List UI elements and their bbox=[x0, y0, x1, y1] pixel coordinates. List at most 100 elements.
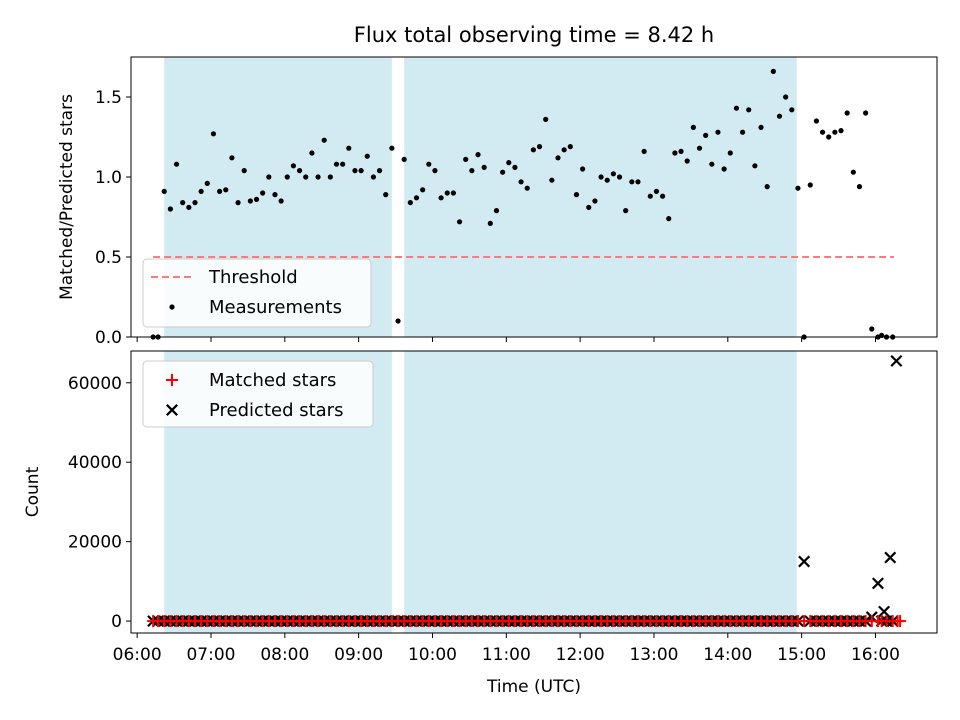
measurement-point bbox=[432, 168, 438, 174]
measurement-point bbox=[420, 187, 426, 193]
count-y-axis-label: Count bbox=[23, 466, 43, 517]
predicted-stars-point bbox=[878, 605, 891, 618]
measurement-point bbox=[653, 188, 660, 194]
measurement-point bbox=[863, 110, 869, 116]
measurement-point bbox=[727, 150, 733, 156]
measurement-point bbox=[383, 192, 389, 198]
measurement-point bbox=[746, 107, 752, 113]
measurement-point bbox=[543, 116, 549, 122]
count-panel: 0 20000 40000 60000 06:00 07:00 08:00 09:00 10:… bbox=[23, 350, 938, 697]
measurement-point bbox=[598, 174, 604, 180]
measurement-point bbox=[290, 163, 297, 169]
measurement-point bbox=[309, 150, 315, 156]
x-tick-label: 09:00 bbox=[334, 645, 383, 665]
measurement-point bbox=[401, 156, 407, 162]
measurement-point bbox=[327, 174, 333, 180]
measurement-point bbox=[703, 132, 709, 138]
x-tick-label: 14:00 bbox=[703, 645, 752, 665]
y-tick-label: 0.5 bbox=[95, 248, 122, 268]
measurement-point bbox=[241, 168, 247, 174]
measurement-point bbox=[493, 208, 500, 214]
chart-title: Flux total observing time = 8.42 h bbox=[354, 23, 714, 47]
measurement-point bbox=[456, 219, 463, 225]
legend-matched-label: Matched stars bbox=[209, 370, 336, 391]
predicted-stars-point bbox=[890, 354, 903, 367]
measurement-point bbox=[623, 208, 629, 214]
measurement-point bbox=[672, 150, 678, 156]
y-tick-label: 40000 bbox=[68, 453, 122, 473]
x-axis-label: Time (UTC) bbox=[486, 677, 581, 697]
legend-threshold-label: Threshold bbox=[208, 267, 298, 288]
measurement-point bbox=[813, 118, 820, 124]
measurement-point bbox=[536, 144, 543, 150]
measurement-point bbox=[586, 204, 592, 210]
measurement-point bbox=[678, 148, 684, 154]
measurement-point bbox=[389, 145, 395, 151]
measurement-point bbox=[260, 190, 266, 196]
x-tick-label: 11:00 bbox=[482, 645, 531, 665]
y-tick-label: 1.0 bbox=[95, 168, 122, 188]
measurement-point bbox=[616, 174, 623, 180]
observing-window-2 bbox=[404, 351, 797, 633]
legend-measurements-swatch bbox=[169, 304, 175, 310]
measurement-point bbox=[770, 68, 776, 74]
measurement-point bbox=[832, 129, 838, 135]
measurement-point bbox=[856, 184, 863, 190]
measurement-point bbox=[278, 198, 284, 204]
x-tick-label: 06:00 bbox=[113, 645, 162, 665]
measurement-point bbox=[358, 168, 364, 174]
measurement-point bbox=[161, 188, 167, 194]
legend-box bbox=[142, 258, 372, 328]
measurement-point bbox=[659, 193, 666, 199]
measurement-point bbox=[629, 179, 635, 185]
measurement-point bbox=[604, 177, 610, 183]
count-legend: Matched stars Predicted stars bbox=[142, 360, 374, 428]
measurement-point bbox=[223, 187, 229, 193]
measurement-point bbox=[296, 168, 303, 174]
measurement-point bbox=[512, 164, 518, 170]
ratio-y-ticks: 0.0 0.5 1.0 1.5 bbox=[95, 88, 131, 348]
y-tick-label: 0 bbox=[111, 612, 122, 632]
measurement-point bbox=[795, 185, 801, 191]
predicted-stars-point bbox=[884, 551, 897, 564]
measurement-point bbox=[266, 174, 272, 180]
x-tick-label: 07:00 bbox=[186, 645, 235, 665]
measurement-point bbox=[321, 137, 327, 143]
measurement-point bbox=[340, 161, 346, 167]
legend-matched-swatch bbox=[166, 374, 178, 386]
measurement-point bbox=[819, 129, 826, 135]
measurement-point bbox=[450, 190, 456, 196]
measurement-point bbox=[315, 174, 321, 180]
y-tick-label: 60000 bbox=[68, 374, 122, 394]
count-y-ticks: 0 20000 40000 60000 bbox=[68, 374, 131, 632]
count-panel-frame bbox=[130, 350, 938, 634]
ratio-legend: Threshold Measurements bbox=[142, 258, 372, 328]
ratio-panel-frame bbox=[130, 56, 938, 338]
measurement-point bbox=[481, 164, 487, 170]
measurement-point bbox=[844, 110, 850, 116]
measurement-point bbox=[709, 161, 715, 167]
legend-predicted-swatch bbox=[166, 404, 178, 416]
measurement-point bbox=[850, 169, 856, 175]
measurement-point bbox=[210, 131, 217, 137]
measurement-point bbox=[752, 163, 758, 169]
measurement-point bbox=[635, 179, 641, 185]
measurement-point bbox=[173, 161, 180, 167]
measurement-point bbox=[180, 200, 186, 206]
measurement-point bbox=[758, 124, 764, 130]
measurement-point bbox=[216, 188, 223, 194]
measurement-points bbox=[150, 68, 896, 340]
measurement-point bbox=[192, 200, 198, 206]
measurement-point bbox=[167, 206, 173, 212]
measurement-point bbox=[487, 220, 493, 226]
measurement-point bbox=[555, 155, 561, 161]
measurement-point bbox=[186, 204, 192, 210]
measurement-point bbox=[346, 145, 352, 151]
measurement-point bbox=[272, 192, 278, 198]
measurement-point bbox=[561, 147, 567, 153]
ratio-y-axis-label: Matched/Predicted stars bbox=[57, 94, 77, 300]
measurement-point bbox=[826, 134, 832, 140]
predicted-stars-point bbox=[798, 555, 811, 568]
measurement-point bbox=[733, 105, 740, 111]
